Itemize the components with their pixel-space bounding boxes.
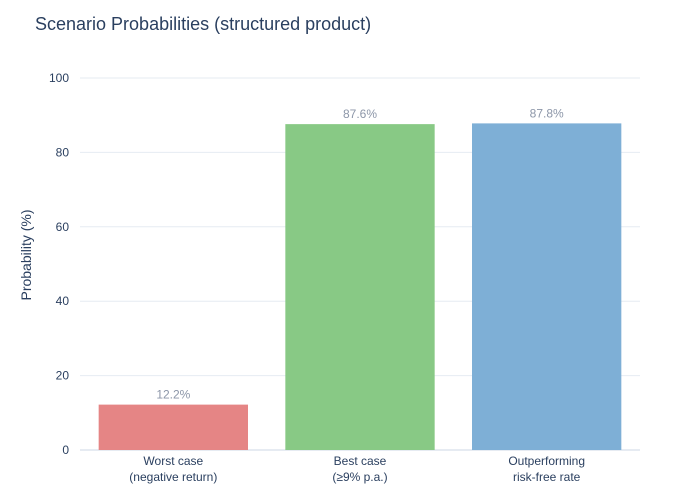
- y-axis-ticks: 0 20 40 60 80 100: [49, 71, 69, 457]
- bar-data-label: 12.2%: [156, 388, 190, 402]
- bar-layer: [98, 123, 622, 451]
- y-tick-label: 80: [56, 145, 70, 159]
- x-tick-label: (negative return): [129, 470, 217, 484]
- y-tick-label: 0: [62, 443, 69, 457]
- bar-data-label: 87.6%: [343, 107, 377, 121]
- bar-data-label: 87.8%: [530, 106, 564, 120]
- y-tick-label: 60: [56, 220, 70, 234]
- y-axis-title: Probability (%): [18, 209, 34, 300]
- y-tick-label: 100: [49, 71, 69, 85]
- x-tick-label: Worst case: [143, 454, 203, 468]
- bar: [285, 124, 435, 451]
- y-tick-label: 40: [56, 294, 70, 308]
- chart-title: Scenario Probabilities (structured produ…: [35, 14, 371, 34]
- y-tick-label: 20: [56, 369, 70, 383]
- bar: [472, 123, 622, 450]
- x-tick-label: (≥9% p.a.): [332, 470, 387, 484]
- label-layer: 12.2% 87.6% 87.8%: [156, 106, 564, 401]
- x-tick-label: Outperforming: [508, 454, 585, 468]
- x-tick-label: risk-free rate: [513, 470, 581, 484]
- x-tick-label: Best case: [334, 454, 387, 468]
- x-axis-ticks: Worst case (negative return) Best case (≥9%…: [129, 454, 585, 484]
- bar: [98, 404, 249, 450]
